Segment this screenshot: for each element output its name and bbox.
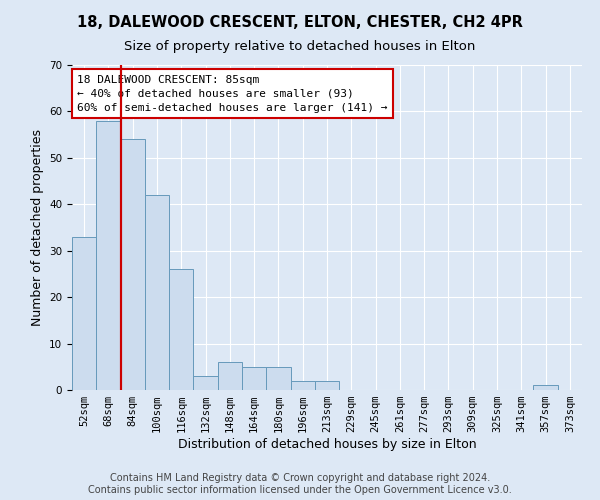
Bar (145, 195, 169, 390)
Text: 18 DALEWOOD CRESCENT: 85sqm
← 40% of detached houses are smaller (93)
60% of sem: 18 DALEWOOD CRESCENT: 85sqm ← 40% of det… (77, 74, 388, 113)
Bar (193, 376, 218, 390)
Bar (533, 386, 558, 390)
Bar (242, 367, 266, 390)
Bar (121, 140, 145, 390)
Bar (218, 362, 242, 390)
Text: Size of property relative to detached houses in Elton: Size of property relative to detached ho… (124, 40, 476, 53)
Bar (72, 237, 96, 390)
Bar (169, 270, 193, 390)
Y-axis label: Number of detached properties: Number of detached properties (31, 129, 44, 326)
Text: 18, DALEWOOD CRESCENT, ELTON, CHESTER, CH2 4PR: 18, DALEWOOD CRESCENT, ELTON, CHESTER, C… (77, 15, 523, 30)
Text: Contains HM Land Registry data © Crown copyright and database right 2024.
Contai: Contains HM Land Registry data © Crown c… (88, 474, 512, 495)
Bar (266, 367, 290, 390)
Bar (315, 380, 339, 390)
Bar (290, 380, 315, 390)
X-axis label: Distribution of detached houses by size in Elton: Distribution of detached houses by size … (178, 438, 476, 451)
Bar (96, 120, 121, 390)
